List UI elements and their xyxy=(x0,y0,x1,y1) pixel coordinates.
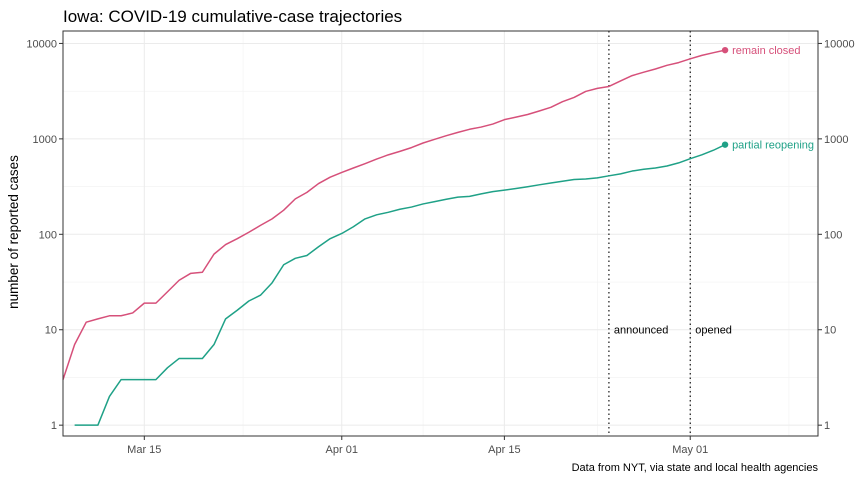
y-tick-label-right: 1 xyxy=(824,420,830,432)
y-tick-label-left: 100 xyxy=(39,229,57,241)
vline-label-announced: announced xyxy=(614,325,668,337)
x-tick-label: Mar 15 xyxy=(127,444,161,456)
series-end-label-1: partial reopening xyxy=(732,140,814,152)
y-tick-label-left: 1000 xyxy=(33,134,57,146)
y-tick-label-right: 10 xyxy=(824,325,836,337)
series-line-0 xyxy=(62,49,726,380)
y-tick-label-left: 10000 xyxy=(26,38,57,50)
series-end-point-0 xyxy=(721,46,729,54)
x-tick-label: Apr 15 xyxy=(488,444,520,456)
panel-border xyxy=(62,30,819,437)
plot-panel: announced opened remain closed partial reop… xyxy=(26,30,855,456)
y-tick-label-right: 1000 xyxy=(824,134,848,146)
y-axis-title: number of reported cases xyxy=(6,155,21,309)
chart-title: Iowa: COVID-19 cumulative-case trajector… xyxy=(63,7,402,26)
chart-caption: Data from NYT, via state and local healt… xyxy=(572,462,819,474)
series-end-label-0: remain closed xyxy=(732,45,800,57)
vline-label-opened: opened xyxy=(695,325,732,337)
y-tick-label-right: 100 xyxy=(824,229,842,241)
x-tick-label: Apr 01 xyxy=(326,444,358,456)
series-end-point-1 xyxy=(721,141,729,148)
y-tick-label-left: 10 xyxy=(45,325,57,337)
y-tick-label-left: 1 xyxy=(51,420,57,432)
y-tick-label-right: 10000 xyxy=(824,38,855,50)
series-line-1 xyxy=(74,143,726,426)
panel-background xyxy=(63,31,818,436)
x-tick-label: May 01 xyxy=(672,444,708,456)
